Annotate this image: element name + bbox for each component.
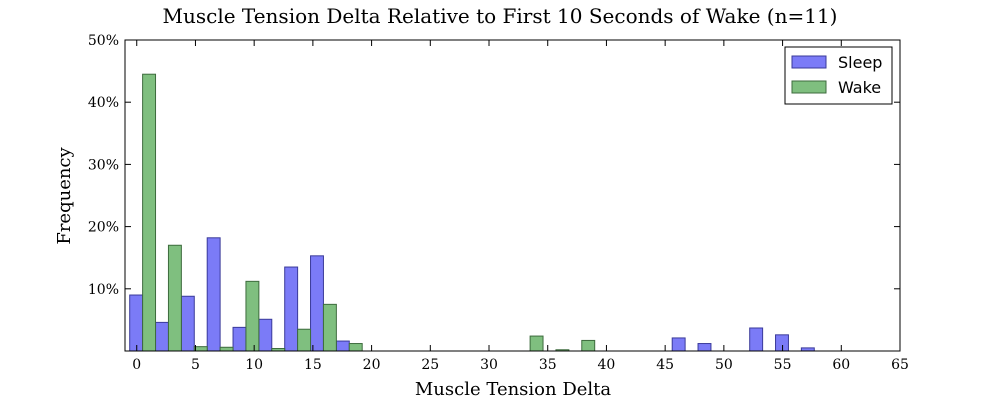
bar-sleep-11	[749, 327, 764, 352]
x-tick-label-15: 15	[304, 357, 322, 373]
bar-sleep-2	[180, 295, 195, 352]
y-tick-label-40: 40%	[88, 95, 119, 111]
x-tick-label-0: 0	[132, 357, 141, 373]
x-tick-label-30: 30	[480, 357, 498, 373]
y-tick-label-50: 50%	[88, 33, 119, 49]
bar-wake-9	[529, 335, 544, 352]
x-tick-label-40: 40	[598, 357, 616, 373]
x-tick-label-60: 60	[832, 357, 850, 373]
bar-wake-0	[142, 73, 157, 352]
bar-wake-3	[219, 346, 234, 352]
legend-label-wake: Wake	[838, 78, 881, 97]
x-axis-title: Muscle Tension Delta	[415, 379, 612, 400]
y-tick-label-30: 30%	[88, 157, 119, 173]
x-tick-label-5: 5	[191, 357, 200, 373]
bar-sleep-5	[258, 318, 273, 352]
x-tick-label-65: 65	[891, 357, 909, 373]
bar-sleep-4	[232, 326, 247, 352]
bar-wake-6	[297, 328, 312, 352]
bar-wake-1	[167, 244, 182, 352]
legend-swatch-wake	[791, 80, 827, 94]
y-tick-label-10: 10%	[88, 282, 119, 298]
bar-sleep-0	[129, 294, 144, 352]
legend-label-sleep: Sleep	[838, 53, 882, 72]
bar-sleep-1	[155, 321, 169, 352]
bar-sleep-8	[335, 340, 350, 352]
y-tick-label-20: 20%	[88, 220, 119, 236]
bar-sleep-10	[697, 343, 712, 352]
legend: Sleep Wake	[784, 46, 893, 105]
bar-wake-11	[581, 339, 596, 352]
ticks-layer: 0 5 10 15 20 25 30 35 40 45 50 55 60 65 10% 20% 30% 40% 50…	[88, 33, 909, 373]
x-tick-label-10: 10	[245, 357, 263, 373]
bar-sleep-9	[671, 337, 686, 352]
legend-swatch-sleep	[791, 55, 827, 69]
bar-wake-4	[245, 280, 260, 352]
chart-title: Muscle Tension Delta Relative to First 1…	[163, 4, 838, 28]
x-tick-label-45: 45	[656, 357, 674, 373]
bar-wake-7	[322, 303, 337, 352]
bar-wake-2	[193, 346, 208, 352]
bar-sleep-7	[310, 255, 324, 352]
bar-sleep-12	[775, 334, 789, 352]
plot-frame	[124, 39, 901, 352]
x-tick-label-50: 50	[715, 357, 733, 373]
x-tick-label-55: 55	[774, 357, 792, 373]
bars-layer	[129, 73, 815, 352]
bar-sleep-6	[284, 266, 299, 352]
y-axis-title: Frequency	[54, 146, 75, 244]
bar-sleep-3	[206, 237, 221, 352]
x-tick-label-20: 20	[363, 357, 381, 373]
x-tick-label-25: 25	[421, 357, 439, 373]
bar-wake-8	[348, 343, 363, 352]
x-tick-label-35: 35	[539, 357, 557, 373]
